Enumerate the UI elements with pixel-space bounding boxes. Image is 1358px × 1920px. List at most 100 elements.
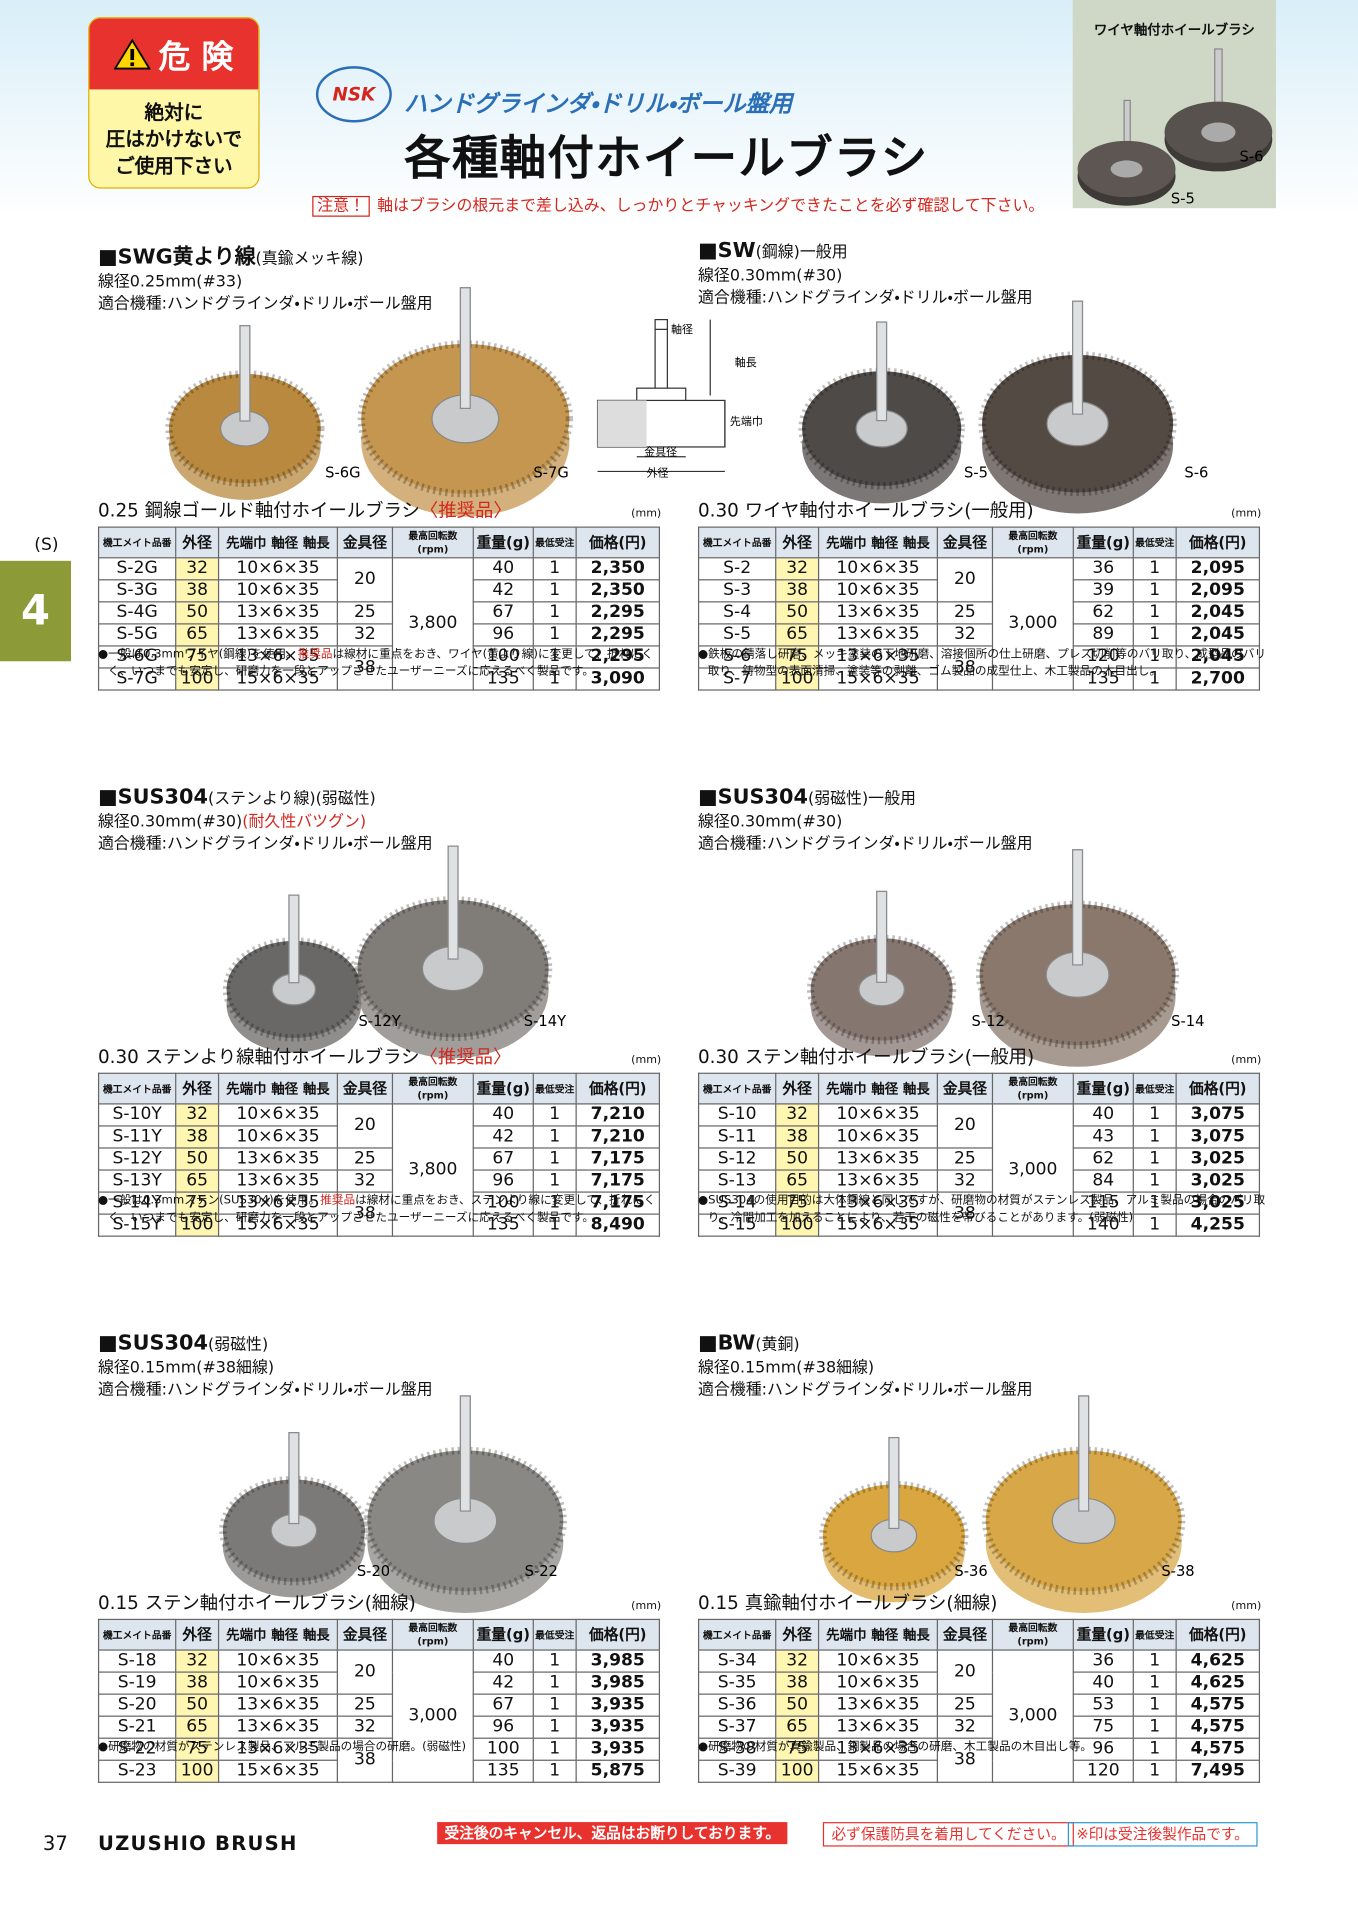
max-rpm: 3,800 [391, 1103, 474, 1237]
usage-line: 適合機種:ハンドグラインダ・ドリル・ボール盤用 [697, 1381, 1033, 1400]
note-text: ●鉄板の錆落し研磨、メッキ塗装の下地研磨、溶接個所の仕上研磨、プレス切削等のバリ… [697, 647, 1267, 679]
column-header: 最低受注 [532, 1072, 577, 1105]
header-row: 機工メイト品番 外径 先端巾 軸径 軸長 金具径 最高回転数(rpm) 重量(g) 最低受注… [697, 1618, 1261, 1651]
product-code: S-34 [697, 1649, 777, 1673]
table-title: 0.25 鋼線ゴールド軸付ホイールブラシ〈推奨品〉 [98, 497, 512, 523]
min-order: 1 [532, 1737, 577, 1761]
table-row: S-39 100 15×6×35 120 1 7,495 [697, 1759, 1261, 1783]
dimensions: 15×6×35 [217, 667, 338, 691]
product-code: S-13 [697, 1169, 777, 1193]
outer-diameter: 38 [775, 579, 820, 603]
usage-line: 適合機種:ハンドグラインダ・ドリル・ボール盤用 [97, 1381, 433, 1400]
header-row: 機工メイト品番 外径 先端巾 軸径 軸長 金具径 最高回転数(rpm) 重量(g) 最低受注… [97, 526, 661, 559]
table-title: 0.30 ステンより線軸付ホイールブラシ〈推奨品〉 [98, 1043, 511, 1069]
column-header: 金具径 [336, 1618, 394, 1651]
heading-name: ■SWG黄より線 [97, 244, 256, 270]
warning-line: 圧はかけないで [105, 127, 243, 151]
column-header: 外径 [175, 1618, 220, 1651]
table-row: S-36 50 13×6×35 25 53 1 4,575 [697, 1693, 1261, 1717]
weight: 67 [472, 1147, 534, 1171]
column-header: 外径 [175, 1072, 220, 1105]
product-section: ■SUS304(ステンより線)(弱磁性) 線径0.30mm(#30)(耐久性バツグ… [98, 785, 661, 1324]
outer-diameter: 32 [175, 557, 220, 581]
outer-diameter: 50 [775, 1147, 820, 1171]
fitting-diameter: 32 [936, 623, 994, 647]
logo: NSK [315, 66, 392, 123]
spec-line: 線径0.15mm(#38細線) [698, 1358, 1261, 1380]
table-row: S-11Y 38 10×6×35 42 1 7,210 [97, 1125, 661, 1149]
product-code: S-6 [697, 645, 777, 669]
fitting-diameter: 20 [336, 1103, 394, 1149]
fitting-diameter: 38 [336, 645, 394, 691]
heading-name: ■SUS304 [697, 784, 808, 810]
column-header: 価格(円) [575, 526, 661, 559]
outer-diameter: 50 [175, 601, 220, 625]
outer-diameter: 75 [775, 1191, 820, 1215]
min-order: 1 [1132, 1103, 1177, 1127]
product-code: S-19 [97, 1671, 177, 1695]
product-code: S-3 [697, 579, 777, 603]
column-header: 最高回転数(rpm) [391, 1618, 474, 1651]
fitting-diameter: 25 [336, 1693, 394, 1717]
price: 3,025 [1175, 1191, 1261, 1215]
min-order: 1 [1132, 1169, 1177, 1193]
outer-diameter: 38 [775, 1671, 820, 1695]
column-header: 最高回転数(rpm) [391, 526, 474, 559]
notice: 注意！ 軸はブラシの根元まで差し込み、しっかりとチャッキングできたことを必ず確認し… [312, 192, 1044, 217]
dimensions: 13×6×35 [817, 1169, 938, 1193]
spec-text: 線径0.30mm(#30) [697, 266, 843, 286]
weight: 96 [472, 1715, 534, 1739]
price: 2,350 [575, 557, 661, 581]
price-table: 機工メイト品番 外径 先端巾 軸径 軸長 金具径 最高回転数(rpm) 重量(g) 最低受注… [697, 1072, 1261, 1237]
weight: 40 [1072, 1671, 1134, 1695]
section-heading: ■SW(鋼線)一般用 [698, 239, 1261, 263]
weight: 120 [1072, 1759, 1134, 1783]
column-header: 価格(円) [1175, 1618, 1261, 1651]
table-row: S-12Y 50 13×6×35 25 67 1 7,175 [97, 1147, 661, 1171]
product-code: S-5 [697, 623, 777, 647]
product-image: S-12Y S-14Y [222, 845, 566, 1059]
table-title: 0.15 真鍮軸付ホイールブラシ(細線) [698, 1589, 998, 1615]
table-row: S-5G 65 13×6×35 32 96 1 2,295 [97, 623, 661, 647]
product-section: ■SUS304(弱磁性) 線径0.15mm(#38細線) 適合機種:ハンドグラインダ… [98, 1331, 661, 1870]
column-header: 最低受注 [532, 1618, 577, 1651]
dimensions: 13×6×35 [817, 1715, 938, 1739]
max-rpm: 3,000 [991, 557, 1074, 691]
product-code: S-10 [697, 1103, 777, 1127]
dimensions: 13×6×35 [817, 645, 938, 669]
price-table: 機工メイト品番 外径 先端巾 軸径 軸長 金具径 最高回転数(rpm) 重量(g) 最低受注… [97, 1072, 661, 1237]
weight: 67 [472, 1693, 534, 1717]
table-row: S-6G 75 13×6×35 38 100 1 2,295 [97, 645, 661, 691]
spec-line: 線径0.30mm(#30) [698, 812, 1261, 834]
outer-diameter: 65 [775, 1715, 820, 1739]
price-table: 機工メイト品番 外径 先端巾 軸径 軸長 金具径 最高回転数(rpm) 重量(g) 最低受注… [697, 1618, 1261, 1783]
note: ●一般は0.3mmワイヤ(鋼線)を使用。推奨品は線材に重点をおき、ワイヤ(黄より… [98, 647, 671, 681]
weight: 36 [1072, 557, 1134, 581]
spec-line: 線径0.30mm(#30) [698, 266, 1261, 288]
min-order: 1 [532, 1213, 577, 1237]
weight: 53 [1072, 1693, 1134, 1717]
price: 7,175 [575, 1147, 661, 1171]
price: 8,490 [575, 1213, 661, 1237]
max-rpm: 3,000 [991, 1103, 1074, 1237]
dimensions: 13×6×35 [217, 1737, 338, 1761]
footer-notice: ※印は受注後製作品です。 [1067, 1822, 1258, 1847]
price: 2,095 [1175, 579, 1261, 603]
product-code: S-23 [97, 1759, 177, 1783]
warning-line: 絶対に [144, 100, 204, 124]
column-header: 最高回転数(rpm) [991, 1618, 1074, 1651]
danger-header: 危 険 [89, 18, 259, 90]
dimensions: 15×6×35 [817, 1213, 938, 1237]
column-header: 最高回転数(rpm) [391, 1072, 474, 1105]
outer-diameter: 100 [175, 1213, 220, 1237]
table-row: S-20 50 13×6×35 25 67 1 3,935 [97, 1693, 661, 1717]
spec-line: 線径0.25mm(#33) [98, 272, 661, 294]
outer-diameter: 65 [775, 623, 820, 647]
min-order: 1 [1132, 1671, 1177, 1695]
heading-note: (真鍮メッキ線) [255, 249, 364, 269]
product-code: S-13Y [97, 1169, 177, 1193]
price: 2,700 [1175, 667, 1261, 691]
price: 7,495 [1175, 1759, 1261, 1783]
weight: 115 [1072, 1191, 1134, 1215]
image-label: S-14Y [524, 1013, 566, 1030]
